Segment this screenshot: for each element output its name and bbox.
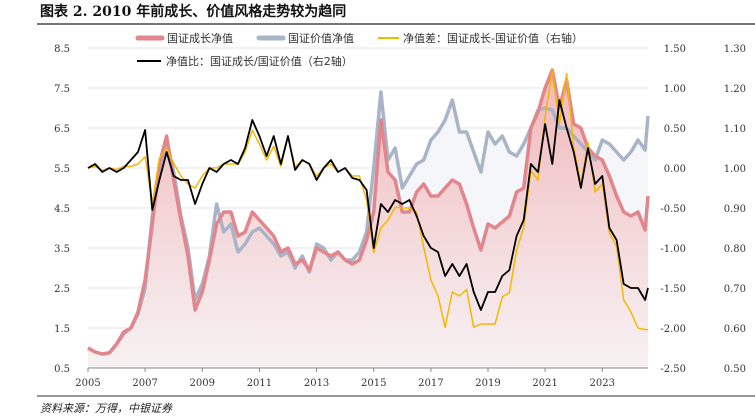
right-axis-tick-label: 0.50 [664,124,686,135]
source-note: 资料来源：万得，中银证券 [40,402,172,415]
right2-axis-tick-label: 0.70 [724,284,746,295]
left-axis-tick-label: 5.5 [54,164,70,175]
right2-axis-tick-label: 0.50 [724,364,746,375]
x-axis-tick-label: 2017 [418,378,443,389]
legend-label-ratio: 净值比：国证成长/国证价值（右2轴） [166,54,353,68]
ratio-line [87,99,649,311]
left-axis-tick-label: 0.5 [54,364,70,375]
right2-axis-tick-label: 0.60 [724,324,746,335]
right2-axis-tick-label: 1.30 [724,44,746,55]
left-axis-tick-label: 6.5 [54,124,70,135]
left-axis-tick-label: 8.5 [54,44,70,55]
right-axis-tick-label: 0.00 [664,164,686,175]
x-axis-tick-label: 2021 [532,378,557,389]
right-axis-tick-label: -1.50 [660,284,686,295]
right-axis-tick-label: -0.50 [660,204,686,215]
legend-label-value: 国证价值净值 [288,31,354,45]
x-axis-tick-label: 2019 [475,378,500,389]
legend: 国证成长净值 国证价值净值 净值差：国证成长-国证价值（右轴） 净值比：国证成长… [135,31,583,68]
x-axis-tick-label: 2009 [190,378,215,389]
x-axis-tick-label: 2007 [132,378,157,389]
right-axis-tick-label: -2.50 [660,364,686,375]
right2-axis-tick-label: 1.10 [724,124,746,135]
chart-title: 图表 2. 2010 年前成长、价值风格走势较为趋同 [40,4,347,20]
right2-axis-tick-label: 0.80 [724,244,746,255]
right-axis-tick-label: -1.00 [660,244,686,255]
right-axis-tick-label: -2.00 [660,324,686,335]
right-axis-tick-label: 1.00 [664,84,686,95]
left-axis-tick-label: 1.5 [54,324,70,335]
x-axis-tick-label: 2011 [247,378,272,389]
legend-label-growth: 国证成长净值 [167,31,233,45]
left-axis-tick-label: 7.5 [54,84,70,95]
right2-axis-tick-label: 0.90 [724,204,746,215]
x-axis-tick-label: 2005 [75,378,100,389]
x-axis-tick-label: 2013 [304,378,329,389]
right2-axis-tick-label: 1.20 [724,84,746,95]
left-axis-tick-label: 2.5 [54,284,70,295]
x-axis-tick-label: 2023 [590,378,615,389]
left-axis-tick-label: 4.5 [54,204,70,215]
right2-axis-tick-label: 1.00 [724,164,746,175]
left-axis-tick-label: 3.5 [54,244,70,255]
legend-label-diff: 净值差：国证成长-国证价值（右轴） [403,31,583,45]
right-axis-tick-label: 1.50 [664,44,686,55]
x-axis-tick-label: 2015 [361,378,386,389]
